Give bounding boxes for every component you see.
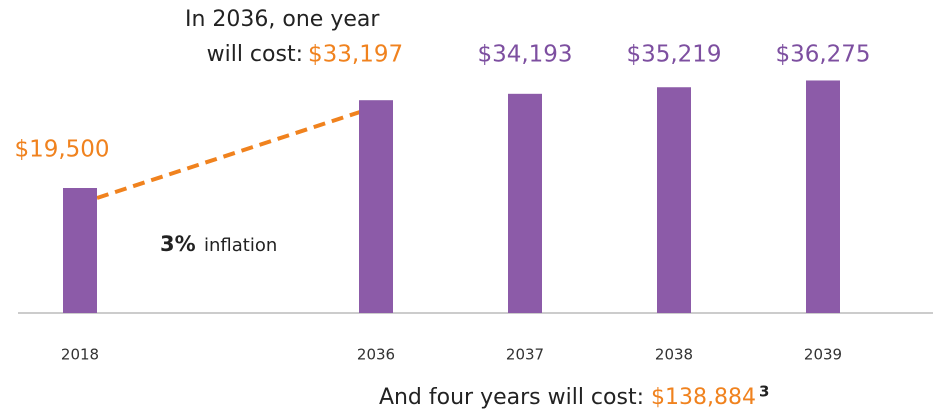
value-label: $35,219: [626, 42, 721, 68]
footnote-mark: 3: [759, 383, 769, 401]
value-label: $34,193: [477, 42, 572, 68]
annotation: inflation: [204, 235, 277, 256]
annotation: In 2036, one year: [185, 7, 380, 32]
annotation: 3%: [160, 232, 196, 256]
x-tick-label: 2039: [804, 346, 842, 364]
total-value: $138,884: [651, 385, 756, 410]
bar: [508, 93, 542, 313]
value-label: $19,500: [14, 137, 109, 163]
bar: [63, 188, 97, 313]
x-tick-label: 2038: [655, 346, 693, 364]
value-label: $36,275: [775, 42, 870, 68]
bar: [657, 87, 691, 313]
trend-line: [96, 110, 361, 200]
x-tick-label: 2036: [357, 346, 395, 364]
annotation: will cost:: [207, 42, 303, 67]
total-text: And four years will cost:: [379, 385, 644, 410]
value-label: $33,197: [308, 42, 403, 68]
bar: [359, 100, 393, 313]
bar: [806, 80, 840, 313]
x-tick-label: 2037: [506, 346, 544, 364]
x-tick-label: 2018: [61, 346, 99, 364]
